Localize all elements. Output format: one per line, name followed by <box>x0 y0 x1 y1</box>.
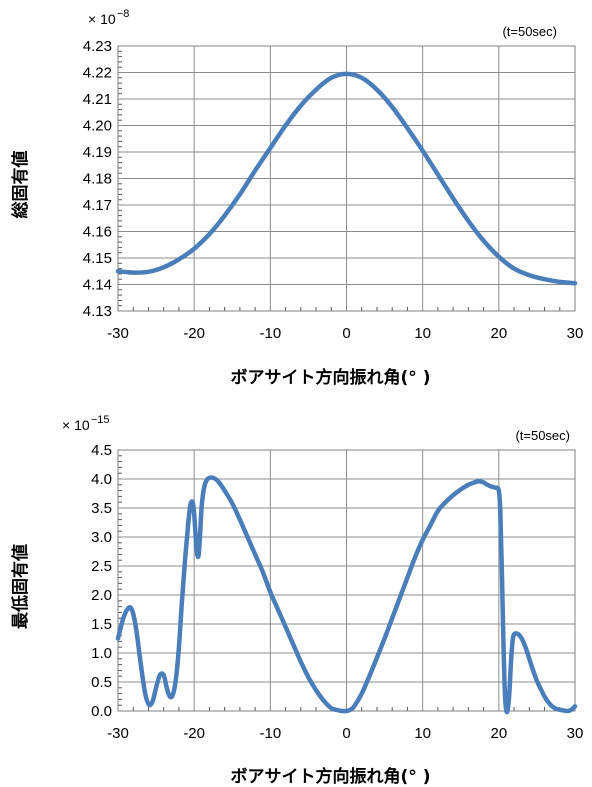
y-tick-label: 4.18 <box>83 171 112 188</box>
x-tick-label: 30 <box>567 725 584 742</box>
y-tick-label: 2.0 <box>91 587 112 604</box>
y-axis-title: 最低固有値 <box>10 544 31 629</box>
y-tick-label: 4.23 <box>83 38 112 55</box>
x-tick-label: 20 <box>490 325 507 342</box>
y-tick-label: 4.20 <box>83 118 112 135</box>
x-axis-title: ボアサイト方向振れ角(° ) <box>231 367 431 388</box>
chart-1: -30 -20 -10 0 10 20 30 4.13 4.14 4.15 4.16 4.17 4.18… <box>10 8 583 388</box>
chart-2: -30 -20 -10 0 10 20 30 0.0 0.5 1.0 1.5 2.0 2.5 3.0 3.5… <box>10 414 583 787</box>
y-tick-label: 4.22 <box>83 65 112 82</box>
y-tick-label: 4.21 <box>83 91 112 108</box>
y-tick-label: 4.5 <box>91 442 112 459</box>
x-tick-label: 10 <box>414 325 431 342</box>
plot-area <box>117 45 576 312</box>
x-tick-label: -30 <box>107 725 129 742</box>
x-axis-title: ボアサイト方向振れ角(° ) <box>231 766 431 787</box>
x-tick-label: 20 <box>490 725 507 742</box>
x-tick-label: 30 <box>567 325 584 342</box>
time-annotation: (t=50sec) <box>515 428 570 443</box>
x-tick-label: -10 <box>259 725 281 742</box>
x-tick-label: 0 <box>342 725 350 742</box>
x-tick-label: -10 <box>259 325 281 342</box>
y-tick-label: 4.16 <box>83 224 112 241</box>
y-tick-label: 3.0 <box>91 529 112 546</box>
x-tick-label: -20 <box>183 325 205 342</box>
y-axis-title: 総固有値 <box>10 151 31 219</box>
y-tick-label: 4.17 <box>83 197 112 214</box>
y-tick-label: 1.5 <box>91 616 112 633</box>
x-tick-label: 0 <box>342 325 350 342</box>
y-tick-label: 0.0 <box>91 703 112 720</box>
time-annotation: (t=50sec) <box>502 24 557 39</box>
x-tick-label: 10 <box>414 725 431 742</box>
y-tick-label: 4.19 <box>83 144 112 161</box>
y-multiplier-exponent: −15 <box>91 414 110 426</box>
y-tick-label: 4.14 <box>83 277 112 294</box>
series-line-1 <box>115 475 578 715</box>
y-tick-label: 4.15 <box>83 250 112 267</box>
y-tick-label: 4.0 <box>91 471 112 488</box>
y-tick-label: 1.0 <box>91 645 112 662</box>
series-line-1 <box>115 71 578 286</box>
y-multiplier-exponent: −8 <box>117 8 130 20</box>
y-multiplier: × 10 <box>62 417 90 433</box>
y-tick-label: 0.5 <box>91 674 112 691</box>
y-multiplier: × 10 <box>88 11 116 27</box>
x-tick-label: -30 <box>107 325 129 342</box>
y-tick-label: 2.5 <box>91 558 112 575</box>
y-tick-label: 4.13 <box>83 303 112 320</box>
x-tick-label: -20 <box>183 725 205 742</box>
y-tick-label: 3.5 <box>91 500 112 517</box>
